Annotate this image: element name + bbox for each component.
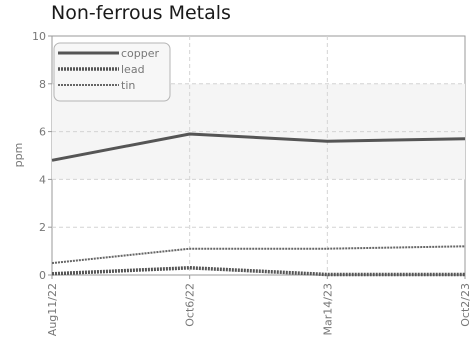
legend-label-tin: tin: [121, 79, 135, 92]
legend-label-copper: copper: [121, 47, 160, 60]
y-tick-label-0: 0: [39, 269, 46, 282]
legend-label-lead: lead: [121, 63, 145, 76]
y-axis-label: ppm: [12, 143, 25, 168]
series-line-copper: [51, 132, 466, 162]
x-tick-label-0: Aug11/22: [46, 283, 59, 336]
y-tick-label-5: 10: [32, 30, 46, 43]
legend: copper lead tin: [53, 42, 171, 102]
chart-title: Non-ferrous Metals: [51, 2, 231, 24]
grid-lines: [52, 36, 465, 275]
y-tick-label-1: 2: [39, 221, 46, 234]
legend-box: [53, 42, 171, 102]
series-group: [51, 132, 466, 277]
x-axis-ticks: Aug11/22 Oct6/22 Mar14/23 Oct2/23: [46, 275, 472, 336]
x-tick-label-3: Oct2/23: [459, 283, 472, 327]
x-tick-label-2: Mar14/23: [321, 283, 334, 335]
y-tick-label-2: 4: [39, 173, 46, 186]
x-tick-label-1: Oct6/22: [184, 283, 197, 327]
y-axis-ticks: 0 2 4 6 8 10: [32, 30, 52, 282]
series-line-tin: [51, 245, 466, 265]
y-tick-label-4: 8: [39, 78, 46, 91]
y-tick-label-3: 6: [39, 126, 46, 139]
